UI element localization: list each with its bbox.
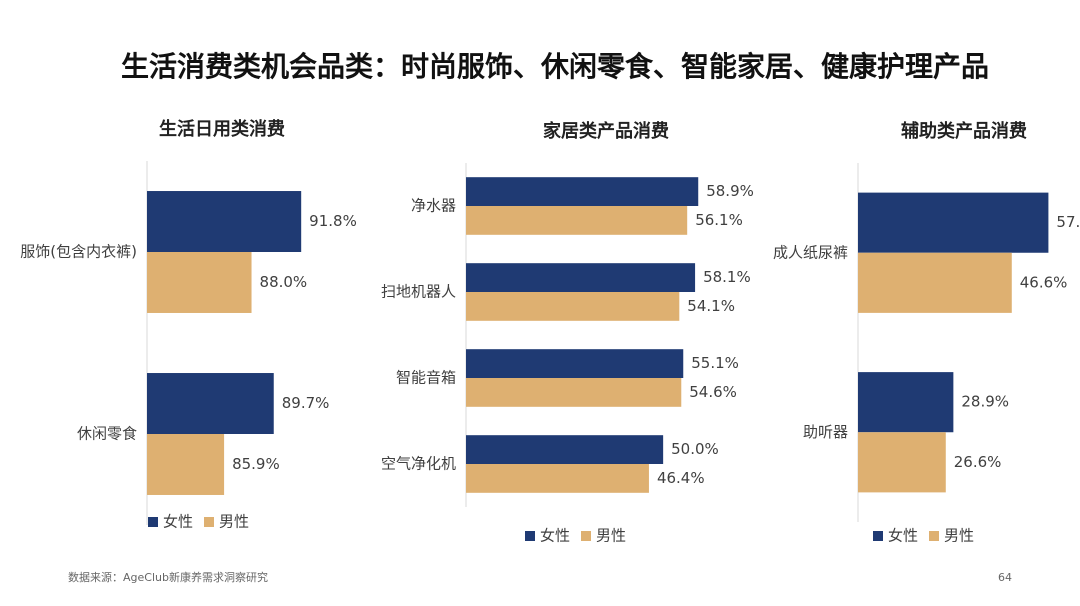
chart-title: 家居类产品消费 — [543, 120, 669, 142]
value-label: 91.8% — [309, 212, 357, 230]
legend-swatch — [148, 517, 158, 527]
bar — [466, 292, 680, 321]
page-number: 64 — [998, 571, 1012, 584]
value-label: 88.0% — [260, 273, 308, 291]
value-label: 26.6% — [954, 453, 1002, 471]
bar — [858, 192, 1049, 253]
bar — [466, 177, 699, 206]
bar — [858, 432, 946, 493]
value-label: 55.1% — [691, 354, 739, 372]
category-label: 服饰(包含内衣裤) — [20, 243, 137, 261]
bar — [466, 378, 682, 407]
category-label: 智能音箱 — [396, 369, 456, 387]
value-label: 46.4% — [657, 469, 705, 487]
chart-title: 生活日用类消费 — [159, 118, 285, 140]
source-note: 数据来源：AgeClub新康养需求洞察研究 — [68, 570, 268, 584]
category-label: 休闲零食 — [77, 425, 137, 443]
value-label: 28.9% — [961, 393, 1009, 411]
value-label: 56.1% — [695, 211, 743, 229]
legend-label: 女性 — [163, 513, 193, 531]
value-label: 54.1% — [687, 297, 735, 315]
bar — [147, 373, 274, 434]
chart-title: 辅助类产品消费 — [901, 120, 1027, 142]
bar — [466, 263, 696, 292]
legend-swatch — [873, 531, 883, 541]
category-label: 扫地机器人 — [381, 283, 456, 301]
legend-label: 女性 — [540, 527, 570, 545]
bar — [466, 464, 649, 493]
value-label: 57.7% — [1056, 213, 1080, 231]
legend-label: 男性 — [596, 527, 626, 545]
bar — [466, 435, 664, 464]
category-label: 净水器 — [411, 197, 456, 215]
category-label: 助听器 — [803, 423, 848, 441]
legend-label: 女性 — [888, 527, 918, 545]
legend-swatch — [929, 531, 939, 541]
bar — [858, 252, 1012, 313]
value-label: 85.9% — [232, 455, 280, 473]
category-label: 空气净化机 — [381, 455, 456, 473]
bar — [466, 206, 688, 235]
legend-swatch — [525, 531, 535, 541]
bar — [147, 434, 225, 495]
value-label: 58.9% — [706, 182, 754, 200]
legend-swatch — [581, 531, 591, 541]
bar — [858, 372, 954, 433]
value-label: 50.0% — [671, 440, 719, 458]
slide-title: 生活消费类机会品类：时尚服饰、休闲零食、智能家居、健康护理产品 — [121, 50, 989, 83]
bar — [147, 191, 302, 252]
category-label: 成人纸尿裤 — [773, 243, 848, 261]
value-label: 58.1% — [703, 268, 751, 286]
bar — [147, 252, 252, 313]
value-label: 54.6% — [689, 383, 737, 401]
legend-label: 男性 — [944, 527, 974, 545]
bar — [466, 349, 684, 378]
legend-swatch — [204, 517, 214, 527]
legend-label: 男性 — [219, 513, 249, 531]
value-label: 46.6% — [1020, 273, 1068, 291]
value-label: 89.7% — [282, 394, 330, 412]
